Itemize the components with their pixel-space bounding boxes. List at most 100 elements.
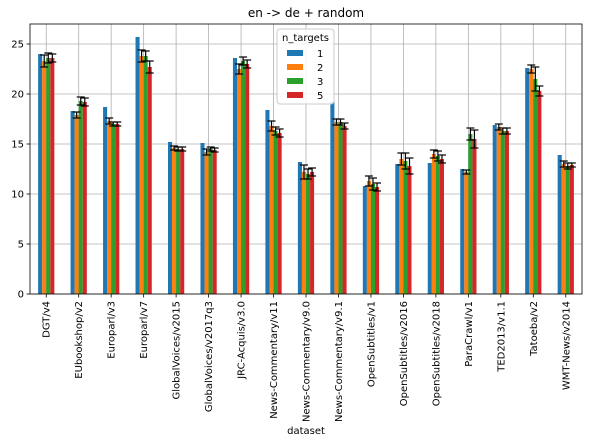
bar-series-1 [200, 143, 205, 294]
bar-series-1 [297, 162, 302, 294]
bar-series-2 [74, 115, 79, 294]
x-axis-label: dataset [287, 426, 325, 437]
x-tick-label: Tatoeba/v2 [529, 301, 540, 357]
bar-series-2 [139, 56, 144, 294]
bar-series-1 [135, 37, 140, 294]
bar-series-3 [533, 79, 538, 294]
bar-series-3 [208, 149, 213, 294]
y-tick-label: 25 [11, 40, 24, 51]
bars [38, 37, 574, 294]
x-tick-label: Europarl/v3 [107, 301, 118, 359]
x-tick-label: ParaCrawl/v1 [464, 301, 475, 367]
x-tick-label: OpenSubtitles/v2016 [399, 301, 410, 406]
bar-series-1 [427, 163, 432, 294]
bar-series-5 [50, 58, 55, 294]
y-tick-label: 15 [11, 140, 24, 151]
bar-series-5 [375, 187, 380, 294]
bar-series-3 [500, 131, 505, 294]
bar-series-5 [147, 67, 152, 294]
error-bars [40, 49, 576, 192]
y-tick-label: 20 [11, 90, 24, 101]
bar-series-5 [212, 150, 217, 294]
bar-series-5 [277, 133, 282, 294]
bar-series-2 [172, 148, 177, 294]
bar-series-3 [78, 101, 83, 294]
y-tick-label: 5 [18, 240, 24, 251]
bar-series-1 [557, 155, 562, 294]
bar-series-3 [46, 58, 51, 294]
legend-label-5: 5 [317, 91, 323, 102]
bar-series-5 [472, 139, 477, 294]
bar-series-2 [334, 122, 339, 294]
legend-label-1: 1 [317, 49, 323, 60]
bar-series-2 [237, 69, 242, 294]
x-tick-label: News-Commentary/v11 [269, 301, 280, 419]
x-axis: DGT/v4 EUbookshop/v2 Europarl/v3 Europarl/v… [42, 294, 572, 422]
bar-series-1 [103, 107, 108, 294]
legend-box [276, 28, 335, 105]
bar-series-2 [269, 126, 274, 294]
x-tick-label: News-Commentary/v9.0 [302, 301, 313, 422]
bar-series-3 [306, 174, 311, 294]
bar-series-3 [435, 156, 440, 294]
bar-series-3 [111, 124, 116, 294]
bar-series-2 [561, 164, 566, 294]
bar-series-5 [115, 124, 120, 294]
x-tick-label: GlobalVoices/v2015 [172, 301, 183, 399]
bar-series-1 [362, 186, 367, 294]
bar-series-3 [241, 61, 246, 294]
x-tick-label: JRC-Acquis/v3.0 [237, 301, 248, 380]
bar-series-5 [439, 159, 444, 294]
bar-series-5 [342, 126, 347, 294]
bar-series-1 [492, 125, 497, 294]
bar-series-2 [204, 152, 209, 294]
x-tick-label: WMT-News/v2014 [561, 301, 572, 390]
x-tick-label: TED2013/v1.1 [496, 301, 507, 373]
bar-series-5 [180, 149, 185, 294]
legend-swatch-1 [287, 50, 303, 56]
bar-series-3 [273, 131, 278, 294]
y-tick-label: 0 [18, 290, 24, 301]
legend-title: n_targets [282, 33, 329, 44]
bar-series-1 [265, 110, 270, 294]
legend-swatch-5 [287, 92, 303, 98]
x-tick-label: OpenSubtitles/v2018 [431, 301, 442, 406]
bar-series-5 [537, 91, 542, 294]
bar-series-1 [38, 54, 43, 294]
bar-series-2 [107, 121, 112, 294]
bar-series-1 [168, 142, 173, 294]
bar-series-3 [143, 56, 148, 294]
x-tick-label: DGT/v4 [42, 301, 53, 338]
bar-series-2 [301, 172, 306, 294]
bar-series-1 [460, 169, 465, 294]
bar-series-1 [232, 58, 237, 294]
bar-series-2 [431, 154, 436, 294]
bar-series-3 [403, 161, 408, 294]
bar-series-5 [569, 165, 574, 294]
y-axis: 0 5 10 15 20 25 [11, 40, 30, 301]
y-tick-label: 10 [11, 190, 24, 201]
bar-series-3 [338, 122, 343, 294]
x-tick-label: News-Commentary/v9.1 [334, 301, 345, 422]
chart-title: en -> de + random [248, 6, 364, 20]
bar-series-2 [529, 69, 534, 294]
bar-series-3 [468, 134, 473, 294]
x-tick-label: GlobalVoices/v2017q3 [204, 301, 215, 412]
x-tick-label: EUbookshop/v2 [74, 301, 85, 379]
bar-series-1 [525, 68, 530, 294]
bar-series-5 [407, 166, 412, 294]
bar-series-5 [245, 64, 250, 294]
bar-series-2 [496, 127, 501, 294]
x-tick-label: OpenSubtitles/v1 [366, 301, 377, 387]
legend: n_targets 1 2 3 5 [276, 28, 335, 105]
bar-series-1 [330, 102, 335, 294]
legend-label-3: 3 [317, 77, 323, 88]
legend-swatch-2 [287, 64, 303, 70]
bar-series-2 [366, 181, 371, 294]
bar-series-2 [464, 172, 469, 294]
bar-series-1 [70, 111, 75, 294]
bar-series-5 [310, 172, 315, 294]
bar-series-3 [370, 184, 375, 294]
bar-series-3 [565, 166, 570, 294]
